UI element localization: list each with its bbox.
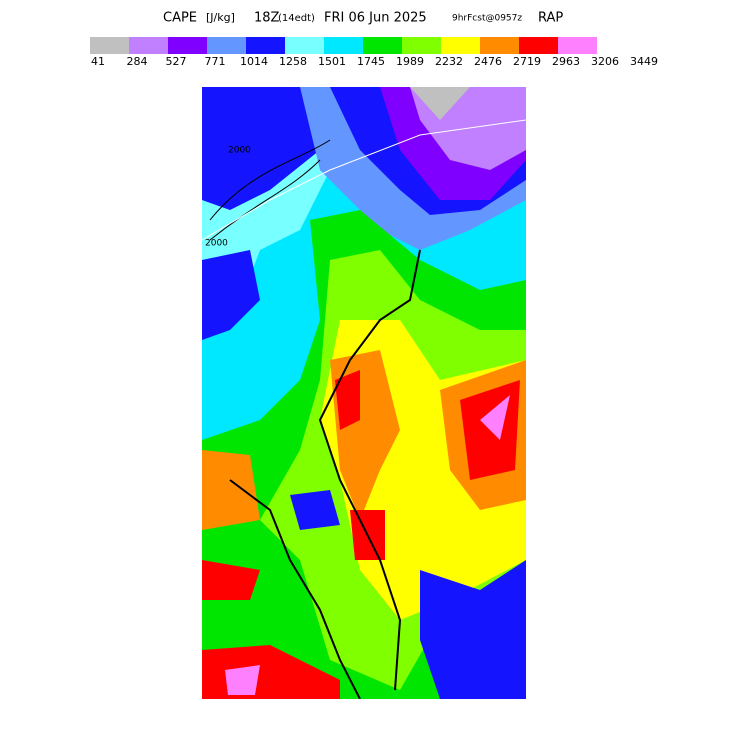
border [202,119,526,241]
coastline [318,249,421,691]
coastline [229,479,361,699]
field: CAPE [163,11,197,26]
region [202,560,260,600]
colorbar-label: 1501 [318,55,346,68]
color-swatch [441,37,480,54]
region [202,450,260,530]
color-swatch [129,37,168,54]
contour [209,139,331,241]
contour-label: 2000 [205,239,228,249]
colorbar: 41 284 527 771 1014 1258 1501 1745 1989 2232 2476 2… [90,37,658,68]
colorbar-label: 1258 [279,55,307,68]
colorbar-label: 2232 [435,55,463,68]
region [420,560,526,699]
region [202,87,330,210]
color-swatch [363,37,402,54]
color-swatch [246,37,285,54]
color-swatch [558,37,597,54]
colorbar-label: 2476 [474,55,502,68]
colorbar-label: 3206 [591,55,619,68]
color-swatch [168,37,207,54]
color-swatch [519,37,558,54]
cape-map: 2000 2000 [202,87,526,699]
colorbar-label: 527 [166,55,187,68]
region [335,370,360,430]
color-swatch [402,37,441,54]
color-swatch [207,37,246,54]
contour-label: 2000 [228,146,251,156]
region [290,490,340,530]
region [202,250,260,340]
local-time: (14edt) [278,13,315,24]
colorbar-label: 41 [91,55,105,68]
colorbar-label: 284 [127,55,148,68]
colorbar-label: 2963 [552,55,580,68]
color-swatch [324,37,363,54]
region [480,395,510,440]
forecast: 9hrFcst@0957z [452,14,522,24]
units: [J/kg] [206,11,235,24]
model: RAP [538,11,563,26]
colorbar-label: 771 [205,55,226,68]
colorbar-label: 2719 [513,55,541,68]
date: FRI 06 Jun 2025 [324,11,427,26]
region [410,87,470,120]
colorbar-label: 1989 [396,55,424,68]
colorbar-label: 1745 [357,55,385,68]
color-swatch [480,37,519,54]
time: 18Z [254,11,280,26]
region [225,665,260,695]
title: CAPE [J/kg] 18Z (14edt) FRI 06 Jun 2025 … [163,11,563,26]
color-swatch [285,37,324,54]
colorbar-label: 1014 [240,55,268,68]
colorbar-label: 3449 [630,55,658,68]
color-swatch [90,37,129,54]
